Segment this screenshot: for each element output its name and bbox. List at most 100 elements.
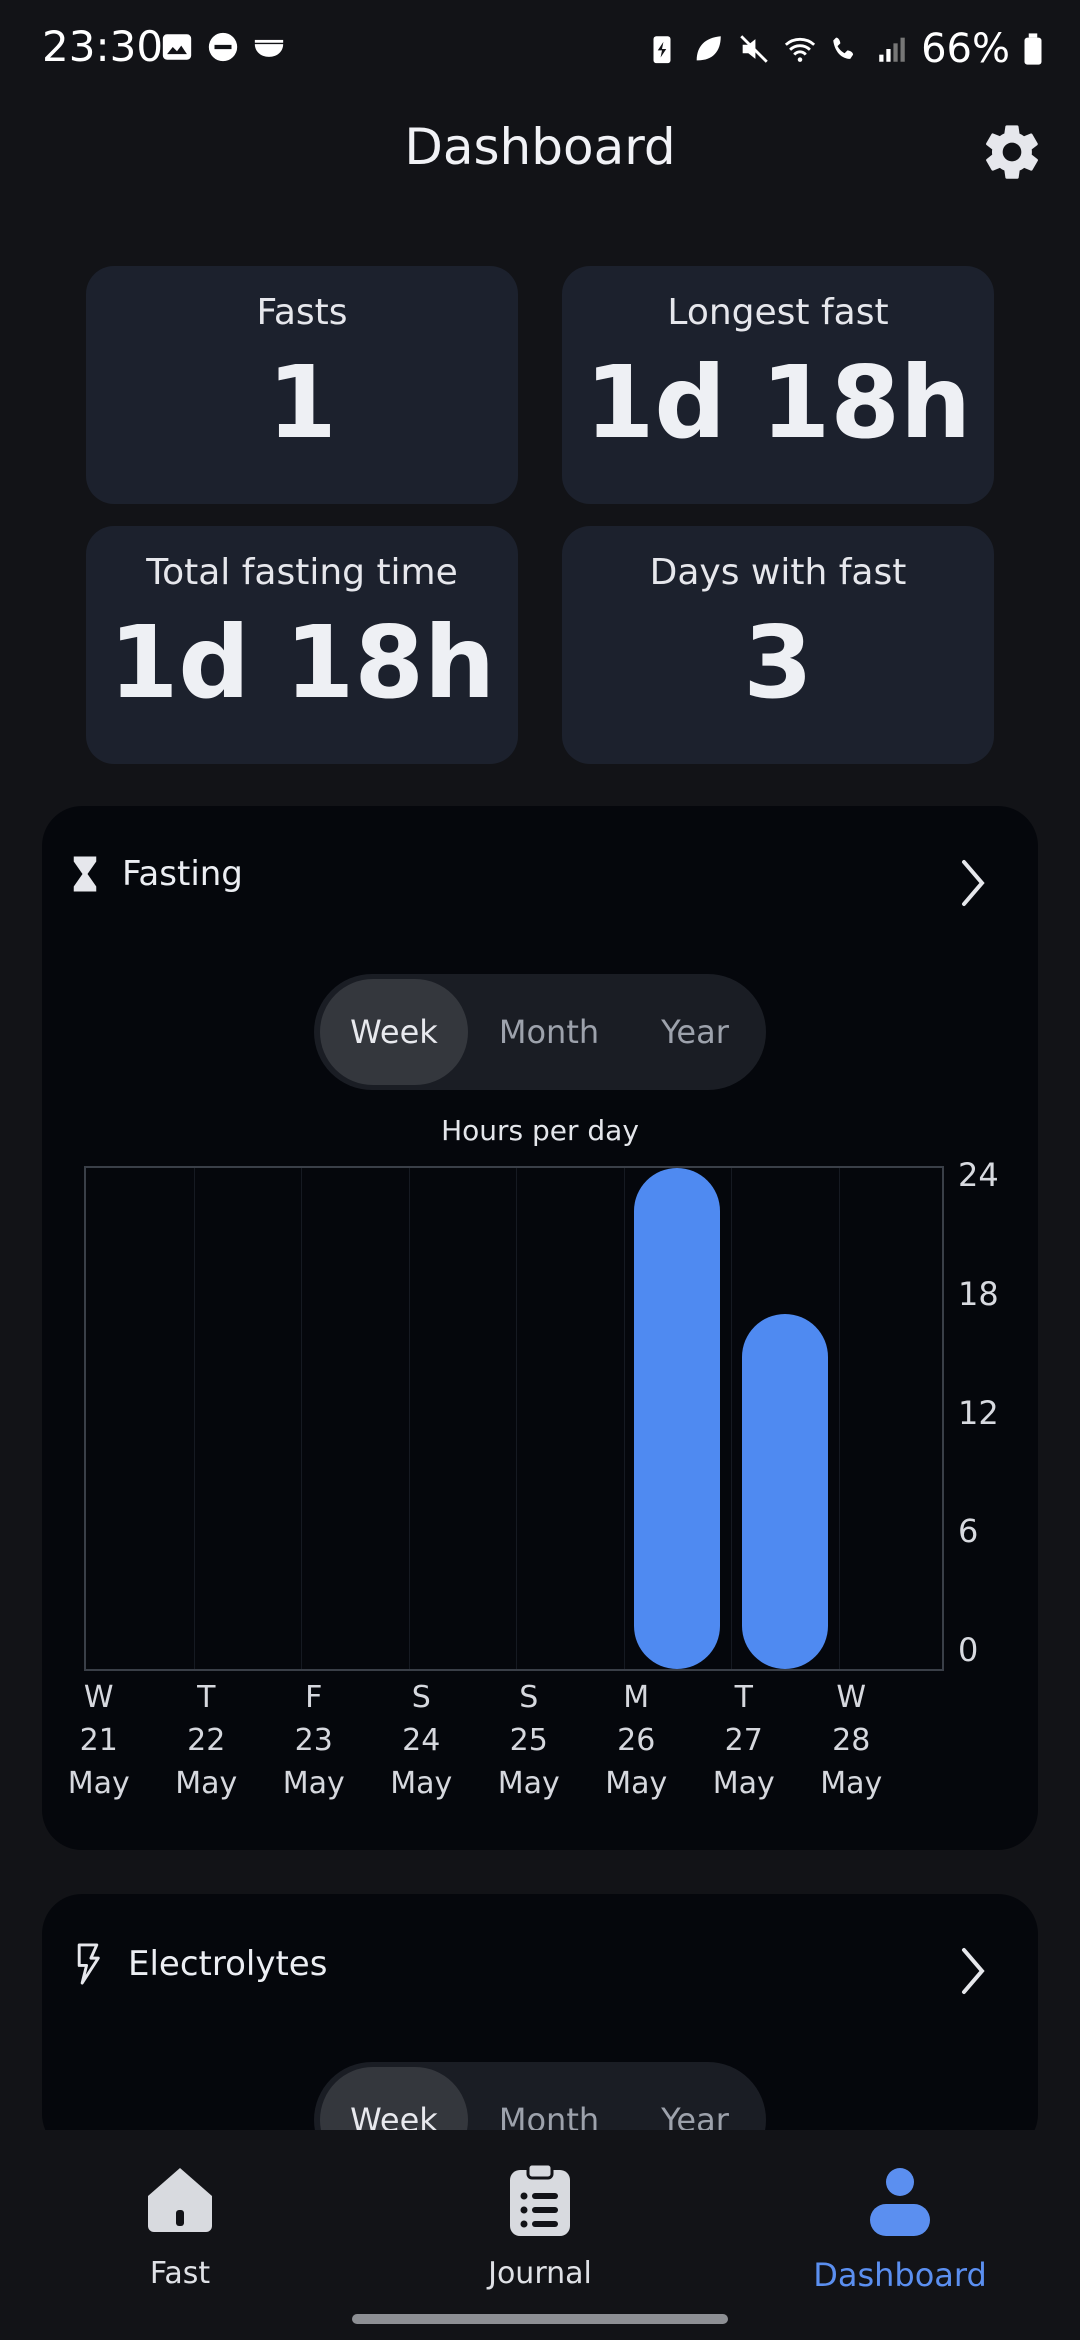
wifi-icon (784, 37, 816, 62)
stat-card-fasts: Fasts 1 (86, 266, 518, 504)
x-tick-line: S (411, 1680, 431, 1715)
chart-gridline (838, 1168, 840, 1669)
stat-card-total-fasting-time: Total fasting time 1d 18h (86, 526, 518, 764)
x-tick-line: T (734, 1680, 753, 1715)
x-tick-line: 28 (832, 1723, 871, 1758)
nav-label: Dashboard (813, 2256, 987, 2294)
x-tick-label: F 23 May (264, 1676, 364, 1805)
fasting-card-header[interactable]: Fasting (70, 854, 243, 894)
x-tick-line: 23 (294, 1723, 333, 1758)
tab-month[interactable]: Month (498, 1013, 600, 1051)
chart-bar[interactable] (634, 1168, 721, 1669)
stat-value: 1d 18h (108, 604, 496, 721)
x-tick-line: 21 (79, 1723, 118, 1758)
status-right-icons: 66% (645, 26, 1044, 72)
stat-value: 1d 18h (584, 344, 972, 461)
electrolyte-bolt-icon (77, 1943, 100, 1985)
mute-icon (740, 35, 768, 63)
x-tick-label: W 28 May (801, 1676, 901, 1805)
x-tick-line: 22 (187, 1723, 226, 1758)
x-tick-label: W 21 May (49, 1676, 149, 1805)
nav-journal[interactable]: Journal (430, 2160, 650, 2291)
battery-saver-icon (653, 36, 671, 64)
x-tick-label: M 26 May (586, 1676, 686, 1805)
signal-icon (879, 37, 905, 62)
tab-year[interactable]: Year (661, 1013, 729, 1051)
y-tick-label: 6 (958, 1512, 979, 1551)
chart-gridline (623, 1168, 625, 1669)
x-tick-label: T 22 May (156, 1676, 256, 1805)
page-title: Dashboard (404, 118, 676, 176)
nav-label: Journal (488, 2256, 592, 2291)
x-tick-line: 26 (617, 1723, 656, 1758)
x-tick-line: May (605, 1766, 668, 1801)
status-left-icons (160, 30, 286, 64)
leaf-icon (696, 36, 721, 61)
chart-gridline (301, 1168, 302, 1669)
x-tick-line: May (282, 1766, 345, 1801)
x-tick-line: May (67, 1766, 130, 1801)
image-icon (162, 34, 192, 60)
chart-gridline (516, 1168, 517, 1669)
x-tick-line: W (83, 1680, 114, 1715)
nav-dashboard[interactable]: Dashboard (790, 2160, 1010, 2294)
fasting-card-title: Fasting (122, 854, 243, 894)
x-tick-line: May (820, 1766, 883, 1801)
status-bar: 23:30 66% (0, 0, 1080, 100)
x-tick-line: F (305, 1680, 323, 1715)
x-tick-line: May (175, 1766, 238, 1801)
x-tick-line: T (197, 1680, 216, 1715)
wifi-call-icon (833, 37, 854, 59)
battery-icon (1024, 33, 1042, 65)
stat-value: 3 (743, 604, 813, 721)
battery-percent: 66% (921, 26, 1010, 72)
fasting-card[interactable]: Fasting Week Month Year Hours per day 0 6… (42, 806, 1038, 1850)
x-tick-line: May (712, 1766, 775, 1801)
chart-gridline (408, 1168, 410, 1669)
stat-label: Fasts (256, 292, 348, 333)
stat-card-longest-fast: Longest fast 1d 18h (562, 266, 994, 504)
person-icon (870, 2168, 930, 2236)
nav-label: Fast (149, 2256, 211, 2291)
nav-fast[interactable]: Fast (70, 2160, 290, 2291)
chart-title: Hours per day (441, 1114, 639, 1147)
home-icon (148, 2168, 212, 2232)
x-tick-line: S (519, 1680, 539, 1715)
stat-label: Total fasting time (146, 552, 458, 593)
y-tick-label: 0 (958, 1631, 979, 1669)
fasting-chart (84, 1166, 944, 1671)
x-tick-line: W (836, 1680, 867, 1715)
x-tick-line: 24 (402, 1723, 441, 1758)
tab-week[interactable]: Week (320, 979, 468, 1085)
electrolytes-card-title: Electrolytes (128, 1944, 328, 1984)
electrolytes-card[interactable]: Electrolytes Week Month Year (42, 1894, 1038, 2178)
x-tick-line: 27 (724, 1723, 763, 1758)
chart-gridline (193, 1168, 195, 1669)
x-tick-line: M (623, 1680, 650, 1715)
bowl-icon (254, 39, 284, 57)
bottom-navigation: Fast Journal Dashboard (0, 2130, 1080, 2340)
x-tick-line: 25 (509, 1723, 548, 1758)
hourglass-icon (73, 856, 97, 892)
status-time: 23:30 (42, 22, 164, 71)
home-gesture-bar[interactable] (352, 2314, 728, 2324)
stat-label: Longest fast (667, 292, 889, 333)
settings-gear-icon[interactable] (980, 120, 1044, 184)
y-tick-label: 12 (958, 1393, 999, 1432)
electrolytes-card-header[interactable]: Electrolytes (70, 1942, 327, 1986)
chevron-right-icon[interactable] (958, 858, 988, 908)
chart-bar[interactable] (741, 1314, 828, 1669)
x-tick-label: S 25 May (479, 1676, 579, 1805)
chart-gridline (731, 1168, 732, 1669)
period-segmented-control: Week Month Year (314, 974, 766, 1090)
stat-value: 1 (267, 344, 337, 461)
clipboard-icon (510, 2162, 570, 2236)
stat-label: Days with fast (649, 552, 907, 593)
y-tick-label: 24 (958, 1156, 999, 1194)
stat-card-days-with-fast: Days with fast 3 (562, 526, 994, 764)
x-tick-line: May (390, 1766, 453, 1801)
x-tick-label: T 27 May (694, 1676, 794, 1805)
do-not-disturb-icon (208, 32, 238, 62)
chevron-right-icon[interactable] (958, 1946, 988, 1996)
x-tick-line: May (497, 1766, 560, 1801)
